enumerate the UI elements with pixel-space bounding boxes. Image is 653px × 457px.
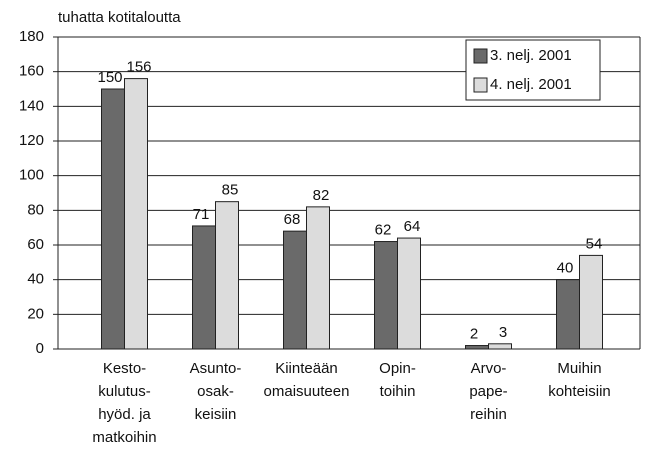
x-tick-label: Asunto- bbox=[190, 360, 242, 377]
x-tick-label: Kesto- bbox=[103, 360, 146, 377]
x-tick-label: omaisuuteen bbox=[264, 383, 350, 400]
y-tick-label: 180 bbox=[19, 28, 44, 45]
x-tick-label: Opin- bbox=[379, 360, 416, 377]
bar bbox=[215, 201, 239, 350]
x-tick-label: reihin bbox=[470, 406, 507, 423]
y-tick-label: 40 bbox=[27, 271, 44, 288]
bar bbox=[101, 88, 125, 350]
value-label: 82 bbox=[313, 187, 330, 204]
value-label: 85 bbox=[222, 182, 239, 199]
value-label: 68 bbox=[284, 211, 301, 228]
y-axis-label: tuhatta kotitaloutta bbox=[58, 9, 181, 26]
bar bbox=[283, 230, 307, 350]
value-label: 71 bbox=[193, 206, 210, 223]
x-tick-label: kulutus- bbox=[98, 383, 151, 400]
y-tick-label: 160 bbox=[19, 63, 44, 80]
value-label: 150 bbox=[97, 69, 122, 86]
legend-box bbox=[465, 39, 601, 101]
x-tick-label: toihin bbox=[380, 383, 416, 400]
x-tick-label: Muihin bbox=[557, 360, 601, 377]
value-label: 40 bbox=[557, 260, 574, 277]
value-label: 62 bbox=[375, 222, 392, 239]
x-tick-label: Arvo- bbox=[471, 360, 507, 377]
y-tick-label: 80 bbox=[27, 201, 44, 218]
x-tick-label: pape- bbox=[469, 383, 507, 400]
value-label: 156 bbox=[126, 59, 151, 76]
x-tick-label: keisiin bbox=[195, 406, 237, 423]
bar bbox=[192, 225, 216, 350]
legend-label: 4. nelj. 2001 bbox=[490, 76, 572, 93]
bar bbox=[397, 237, 421, 350]
bar bbox=[488, 343, 512, 350]
x-tick-label: osak- bbox=[197, 383, 234, 400]
y-tick-label: 120 bbox=[19, 132, 44, 149]
value-label: 64 bbox=[404, 218, 421, 235]
y-tick-label: 100 bbox=[19, 167, 44, 184]
legend-label: 3. nelj. 2001 bbox=[490, 47, 572, 64]
x-tick-label: kohteisiin bbox=[548, 383, 611, 400]
value-label: 2 bbox=[470, 326, 478, 343]
y-tick-label: 20 bbox=[27, 305, 44, 322]
x-tick-label: hyöd. ja bbox=[98, 406, 151, 423]
x-tick-label: Kiinteään bbox=[275, 360, 338, 377]
y-tick-label: 0 bbox=[36, 340, 44, 357]
bar bbox=[465, 345, 489, 350]
y-tick-label: 140 bbox=[19, 97, 44, 114]
legend-swatch bbox=[473, 77, 488, 93]
bar bbox=[124, 78, 148, 350]
value-label: 3 bbox=[499, 324, 507, 341]
bar bbox=[306, 206, 330, 350]
y-tick-label: 60 bbox=[27, 236, 44, 253]
x-tick-label: matkoihin bbox=[92, 429, 156, 446]
value-label: 54 bbox=[586, 235, 603, 252]
legend-swatch bbox=[473, 48, 488, 64]
bar bbox=[556, 279, 580, 350]
bar bbox=[579, 254, 603, 350]
bar bbox=[374, 241, 398, 350]
